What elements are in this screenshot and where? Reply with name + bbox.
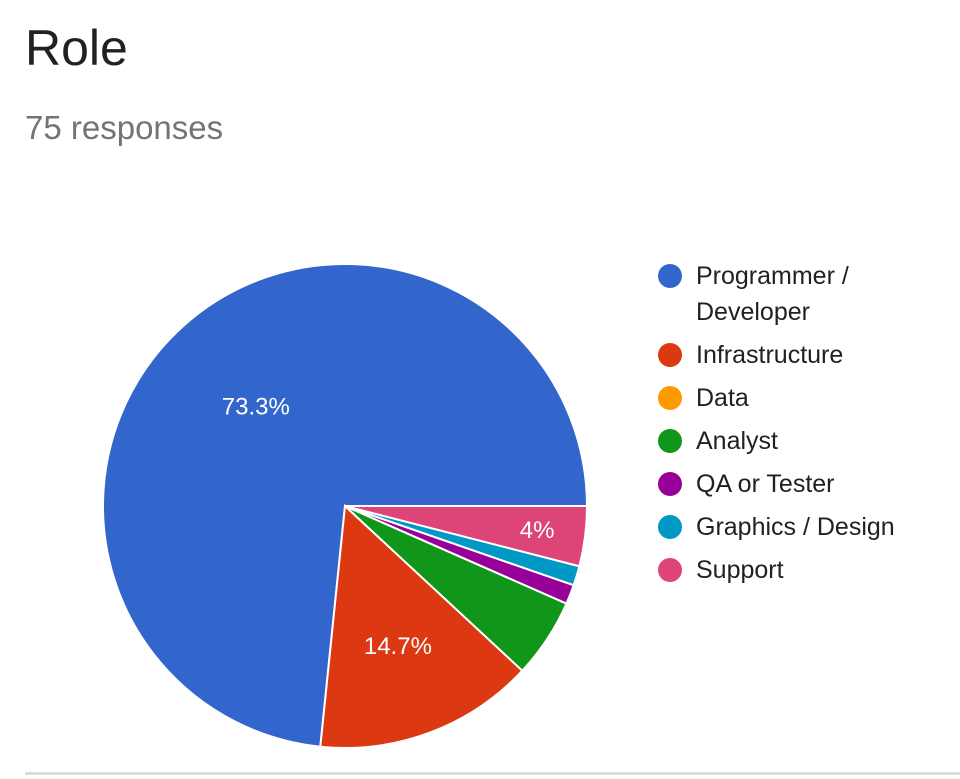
- legend-label: Programmer / Developer: [696, 262, 849, 326]
- legend-label: QA or Tester: [696, 470, 835, 498]
- legend-swatch: [658, 386, 682, 410]
- slice-label-infrastructure: 14.7%: [364, 633, 432, 660]
- slice-label-programmer-developer: 73.3%: [222, 394, 290, 421]
- slice-label-support: 4%: [520, 517, 555, 544]
- legend-swatch: [658, 472, 682, 496]
- legend-label: Infrastructure: [696, 341, 844, 369]
- legend-label: Analyst: [696, 427, 778, 455]
- legend-label: Data: [696, 384, 749, 412]
- legend-item-infrastructure[interactable]: Infrastructure: [658, 337, 958, 373]
- legend-item-analyst[interactable]: Analyst: [658, 423, 958, 459]
- legend-swatch: [658, 515, 682, 539]
- legend-item-support[interactable]: Support: [658, 552, 958, 588]
- chart-title: Role: [25, 20, 128, 76]
- legend-item-programmer-developer[interactable]: Programmer / Developer: [658, 258, 958, 330]
- legend-item-graphics-design[interactable]: Graphics / Design: [658, 509, 958, 545]
- pie-slice-support[interactable]: [344, 505, 589, 568]
- legend-swatch: [658, 558, 682, 582]
- response-count: 75 responses: [25, 109, 224, 146]
- legend-label: Graphics / Design: [696, 513, 895, 541]
- legend-swatch: [658, 343, 682, 367]
- bottom-divider: [25, 772, 960, 775]
- pie-slice-infrastructure[interactable]: [319, 503, 524, 749]
- legend-swatch: [658, 429, 682, 453]
- chart-legend: Programmer / Developer Infrastructure Data…: [658, 258, 958, 595]
- legend-item-qa-or-tester[interactable]: QA or Tester: [658, 466, 958, 502]
- legend-item-data[interactable]: Data: [658, 380, 958, 416]
- legend-swatch: [658, 264, 682, 288]
- legend-label: Support: [696, 556, 784, 584]
